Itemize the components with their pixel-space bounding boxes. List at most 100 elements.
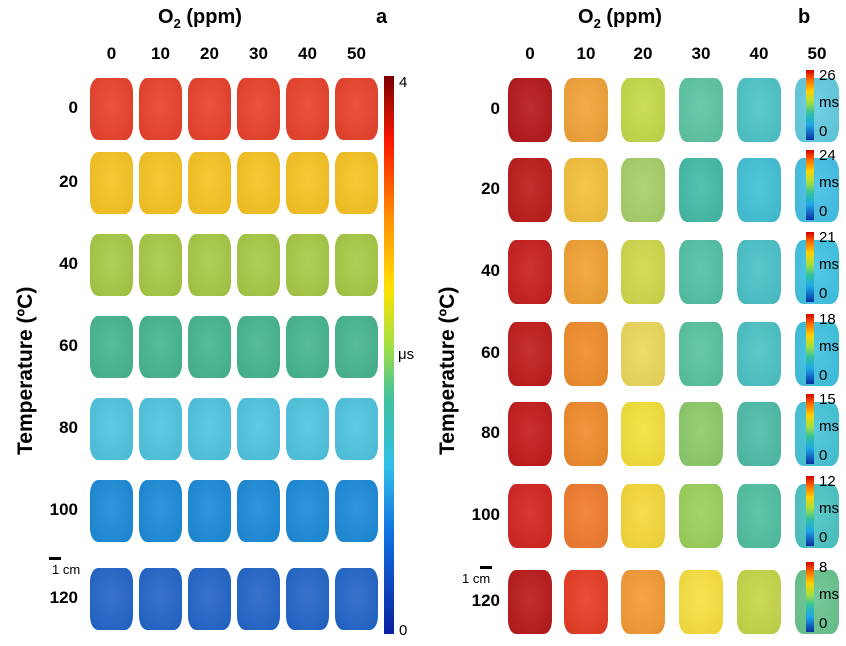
panel-b-tile-r3-c0 [508,322,552,386]
panel-a-tile-r6-c3 [237,568,280,630]
panel-b-scale-label: 1 cm [462,571,491,586]
panel-b-x-label-2: 20 [633,44,653,63]
panel-a-tile-r3-c3 [237,316,280,378]
panel-b-scale-bar [480,566,492,569]
panel-b-colorbar-0-min: 0 [819,123,828,140]
panel-b-colorbar-5-min: 0 [819,529,828,546]
panel-b-tile-r0-c0 [508,78,552,142]
panel-a-tile-r0-c5 [335,78,378,140]
panel-a-tile-r5-c4 [286,480,329,542]
panel-b-tile-r2-c3 [679,240,723,304]
panel-a-tile-r3-c1 [139,316,182,378]
panel-a-tile-r3-c0 [90,316,133,378]
panel-a-scale-label: 1 cm [52,562,81,577]
panel-b-tile-r5-c4 [737,484,781,548]
panel-a-scale-bar [49,557,61,560]
panel-a-tile-r5-c2 [188,480,231,542]
panel-b-tile-r2-c0 [508,240,552,304]
panel-b-x-label-5: 50 [807,44,827,63]
panel-a-tile-r2-c3 [237,234,280,296]
panel-b-tile-r4-c0 [508,402,552,466]
panel-b-x-label-4: 40 [749,44,769,63]
panel-a-tile-r0-c1 [139,78,182,140]
panel-b-colorbar-1 [806,150,814,220]
panel-a-y-label-6: 120 [49,588,78,607]
panel-a-y-label-2: 40 [59,254,78,273]
panel-b-tile-r1-c1 [564,158,608,222]
panel-b-tile-r0-c2 [621,78,665,142]
panel-b-tile-r6-c3 [679,570,723,634]
panel-a-tile-r1-c1 [139,152,182,214]
panel-a-tile-r1-c5 [335,152,378,214]
panel-b-tile-r3-c3 [679,322,723,386]
panel-a-tile-r5-c0 [90,480,133,542]
panel-a-tile-r4-c5 [335,398,378,460]
panel-a-x-label-3: 30 [249,44,268,63]
panel-a-colorbar-max: 4 [399,74,408,91]
panel-a-y-label-0: 0 [68,98,78,117]
panel-b-tile-r2-c4 [737,240,781,304]
panel-a-tile-r1-c2 [188,152,231,214]
panel-a-x-label-5: 50 [347,44,366,63]
panel-a-tile-r2-c2 [188,234,231,296]
panel-b-colorbar-4-unit: ms [819,418,839,435]
panel-a-x-label-4: 40 [298,44,317,63]
panel-b-tile-r4-c3 [679,402,723,466]
panel-b-tile-r3-c2 [621,322,665,386]
panel-b-tile-r5-c1 [564,484,608,548]
panel-b-tile-r4-c2 [621,402,665,466]
panel-a-tile-r6-c5 [335,568,378,630]
panel-b-tile-r1-c2 [621,158,665,222]
panel-b-tile-r6-c2 [621,570,665,634]
panel-b-colorbar-2-max: 21 [819,229,836,246]
panel-b-tile-r2-c5 [795,240,839,304]
panel-a-tile-r2-c4 [286,234,329,296]
panel-a-x-label-1: 10 [151,44,170,63]
panel-a-tile-r4-c3 [237,398,280,460]
panel-b-x-label-0: 0 [525,44,535,63]
panel-b-colorbar-1-min: 0 [819,203,828,220]
panel-b-colorbar-1-max: 24 [819,147,836,164]
panel-b-tile-r6-c5 [795,570,839,634]
panel-a-letter: a [376,6,388,28]
panel-b-colorbar-4-max: 15 [819,391,836,408]
panel-a-tile-r4-c2 [188,398,231,460]
panel-b-colorbar-5 [806,476,814,546]
panel-a-x-label-2: 20 [200,44,219,63]
panel-b-colorbar-5-unit: ms [819,500,839,517]
panel-b-tile-r6-c0 [508,570,552,634]
panel-a: O2 (ppm) a 0 10 20 30 40 50 0 20 40 60 80 100 120 T… [0,0,420,646]
panel-b-tile-r5-c2 [621,484,665,548]
panel-b-y-label-4: 80 [481,423,500,442]
panel-b-colorbar-1-unit: ms [819,174,839,191]
panel-b-x-title: O2 (ppm) [578,6,662,31]
panel-b-tile-r1-c4 [737,158,781,222]
panel-b-tile-r4-c5 [795,402,839,466]
panel-a-colorbar-min: 0 [399,622,408,639]
panel-a-tile-r5-c3 [237,480,280,542]
panel-b-tile-r4-c4 [737,402,781,466]
panel-a-tile-r5-c1 [139,480,182,542]
panel-b-colorbar-4-min: 0 [819,447,828,464]
panel-a-tile-r4-c0 [90,398,133,460]
panel-b-colorbar-3 [806,314,814,384]
panel-b-colorbar-5-max: 12 [819,473,836,490]
panel-b-colorbar-0 [806,70,814,140]
panel-a-tile-r2-c1 [139,234,182,296]
panel-b-y-label-1: 20 [481,179,500,198]
panel-a-tile-r0-c4 [286,78,329,140]
panel-b-tile-r6-c4 [737,570,781,634]
panel-a-tile-r4-c4 [286,398,329,460]
panel-b-tile-r6-c1 [564,570,608,634]
panel-b-colorbar-4 [806,394,814,464]
panel-b: O2 (ppm) b 0 10 20 30 40 50 0 20 40 60 80 100 120 T… [420,0,846,646]
panel-b-tile-r5-c0 [508,484,552,548]
panel-b-tile-r3-c1 [564,322,608,386]
panel-b-tile-r2-c2 [621,240,665,304]
panel-b-colorbar-2-unit: ms [819,256,839,273]
panel-b-y-label-6: 120 [471,591,500,610]
panel-a-tile-r1-c0 [90,152,133,214]
panel-a-tile-r6-c0 [90,568,133,630]
panel-b-colorbar-0-unit: ms [819,94,839,111]
panel-b-tile-r1-c3 [679,158,723,222]
